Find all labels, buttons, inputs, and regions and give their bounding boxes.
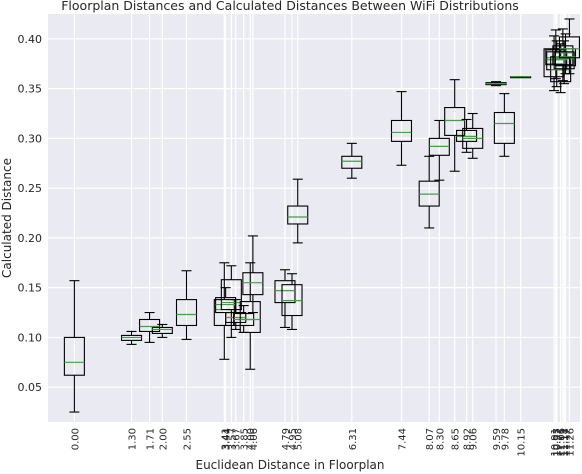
box-4.95	[281, 273, 303, 331]
x-tick-label: 4.00	[246, 428, 257, 450]
x-tick-label: 11.06	[557, 428, 568, 457]
box-4.06	[242, 235, 264, 314]
box-2.55	[175, 270, 198, 340]
y-tick-label: 0.35	[18, 83, 43, 96]
box-body	[151, 326, 173, 334]
box-body	[341, 155, 363, 169]
y-tick-labels: 0.05 0.10 0.15 0.20 0.25 0.30 0.35 0.40	[18, 33, 43, 394]
box-body	[493, 111, 515, 144]
box-11.26	[558, 18, 580, 75]
box-body	[287, 205, 309, 225]
box-1.71	[139, 311, 161, 343]
y-tick-label: 0.30	[18, 132, 43, 145]
x-tick-label: 2.00	[158, 428, 169, 450]
box-8.07	[418, 155, 440, 229]
x-tick-label: 3.44	[222, 428, 233, 450]
y-axis-label: Calculated Distance	[0, 158, 14, 278]
box-9.78	[493, 93, 515, 157]
box-1.30	[120, 330, 143, 345]
x-tick-label: 3.67	[232, 428, 243, 450]
y-tick-label: 0.10	[18, 331, 43, 344]
box-10.91	[543, 35, 565, 92]
plot-background	[48, 14, 580, 422]
box-3.67	[225, 299, 247, 331]
x-tick-labels: 0.00 1.30 1.71 2.00 2.55 3.413.443.573.673.85…	[70, 428, 576, 457]
y-tick-label: 0.05	[18, 381, 43, 394]
box-body	[175, 299, 198, 327]
x-tick-label: 8.30	[435, 428, 446, 450]
y-tick-label: 0.20	[18, 232, 43, 245]
box-10.15	[510, 76, 532, 79]
x-tick-label: 5.08	[294, 428, 305, 450]
box-3.57	[220, 265, 242, 338]
x-tick-label: 10.15	[517, 428, 528, 457]
x-tick-label: 10.97	[553, 428, 564, 457]
x-tick-label: 4.06	[249, 428, 260, 450]
box-8.30	[428, 119, 450, 181]
box-2.00	[151, 323, 173, 338]
x-tick-label: 1.71	[146, 428, 157, 450]
x-tick-label: 8.92	[463, 428, 474, 450]
box-body	[239, 301, 261, 333]
x-tick-label: 4.79	[281, 428, 292, 450]
x-tick-label: 11.14	[560, 428, 571, 457]
x-tick-label: 8.65	[451, 428, 462, 450]
x-tick-label: 2.55	[182, 428, 193, 450]
box-0.00	[63, 280, 85, 413]
x-tick-label: 6.31	[348, 428, 359, 450]
x-tick-label: 7.44	[397, 428, 408, 450]
box-9.59	[485, 81, 507, 87]
box-body	[274, 280, 296, 304]
x-tick-label: 3.41	[220, 428, 231, 450]
box-body	[63, 336, 85, 376]
x-tick-label: 8.07	[425, 428, 436, 450]
x-tick-label: 3.85	[240, 428, 251, 450]
box-8.92	[456, 118, 478, 153]
x-tick-label: 9.59	[492, 428, 503, 450]
box-7.44	[390, 91, 413, 166]
box-11.14	[553, 40, 575, 85]
box-5.08	[287, 178, 309, 244]
y-tick-label: 0.25	[18, 182, 43, 195]
box-6.31	[341, 142, 363, 179]
y-tick-label: 0.15	[18, 282, 43, 295]
box-8.65	[444, 79, 466, 172]
box-body	[242, 272, 264, 296]
x-tick-label: 11.17	[561, 428, 572, 457]
x-tick-label: 9.06	[469, 428, 480, 450]
x-tick-label: 10.91	[550, 428, 561, 457]
box-body	[444, 106, 466, 136]
x-tick-label: 3.57	[227, 428, 238, 450]
x-tick-label: 1.30	[128, 428, 139, 450]
box-body	[553, 51, 575, 70]
box-9.06	[462, 112, 484, 159]
box-body	[139, 318, 161, 332]
x-tick-label: 10.95	[552, 428, 563, 457]
box-body	[220, 279, 242, 311]
x-tick-label: 11.11	[559, 428, 570, 457]
x-tick-label: 4.95	[288, 428, 299, 450]
box-body	[558, 36, 580, 59]
x-tick-label: 9.78	[500, 428, 511, 450]
box-body	[390, 119, 413, 142]
x-tick-label: 11.26	[565, 428, 576, 457]
box-body	[552, 45, 574, 66]
x-tick-label: 0.00	[70, 428, 81, 450]
x-axis-label: Euclidean Distance in Floorplan	[195, 458, 384, 472]
chart-title: Floorplan Distances and Calculated Dista…	[61, 0, 519, 13]
box-body	[543, 48, 565, 78]
y-tick-label: 0.40	[18, 33, 43, 46]
box-series	[63, 18, 580, 413]
